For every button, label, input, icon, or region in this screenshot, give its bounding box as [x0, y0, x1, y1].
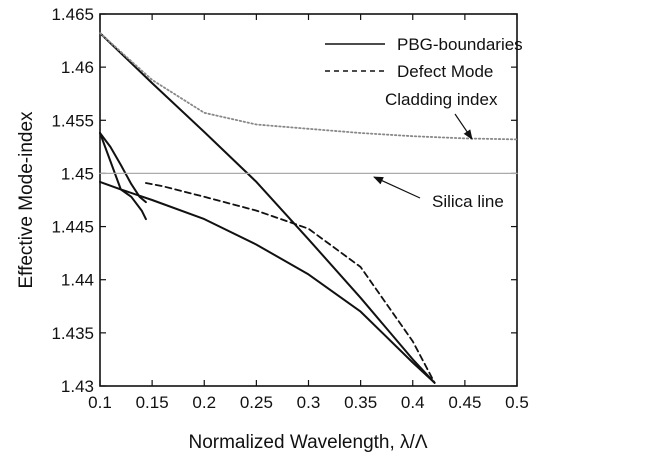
annotation-silica-line: Silica line [432, 192, 504, 211]
y-tick-label: 1.445 [51, 218, 94, 237]
plot-area [99, 13, 518, 387]
y-axis-label: Effective Mode-index [16, 111, 37, 289]
x-tick-label: 0.45 [448, 393, 481, 412]
series-line-cladding-index [99, 32, 518, 141]
legend-label-defect: Defect Mode [397, 62, 493, 81]
x-axis-label: Normalized Wavelength, λ/Λ [188, 432, 427, 453]
y-tick-label: 1.435 [51, 324, 94, 343]
x-tick-label: 0.1 [88, 393, 112, 412]
series-layer [99, 32, 518, 384]
x-tick-label: 0.25 [240, 393, 273, 412]
series-line-pbg-boundaries [99, 32, 436, 384]
axis-ticks [99, 13, 518, 387]
y-tick-label: 1.455 [51, 111, 94, 130]
annotations: Cladding index Silica line [373, 90, 504, 211]
annotation-cladding-arrow [454, 113, 473, 140]
series-line-defect-mode [144, 182, 436, 384]
x-tick-label: 0.15 [136, 393, 169, 412]
tick-labels: 0.1 0.15 0.2 0.25 0.3 0.35 0.4 0.45 0.5 1.43 1.435… [51, 5, 528, 412]
series-line-pbg-boundaries [99, 132, 436, 384]
series-line-pbg-boundaries [99, 132, 147, 204]
y-tick-label: 1.43 [61, 377, 94, 396]
legend-label-pbg: PBG-boundaries [397, 35, 523, 54]
annotation-cladding-index: Cladding index [385, 90, 498, 109]
annotation-silica-arrow [373, 176, 421, 199]
y-tick-label: 1.465 [51, 5, 94, 24]
y-tick-label: 1.44 [61, 271, 94, 290]
x-tick-label: 0.3 [297, 393, 321, 412]
y-tick-label: 1.45 [61, 164, 94, 183]
y-tick-label: 1.46 [61, 58, 94, 77]
x-tick-label: 0.5 [505, 393, 529, 412]
x-tick-label: 0.4 [401, 393, 425, 412]
series-line-pbg-boundaries [99, 180, 147, 221]
x-tick-label: 0.2 [192, 393, 216, 412]
x-tick-label: 0.35 [344, 393, 377, 412]
legend: PBG-boundaries Defect Mode [325, 35, 523, 81]
